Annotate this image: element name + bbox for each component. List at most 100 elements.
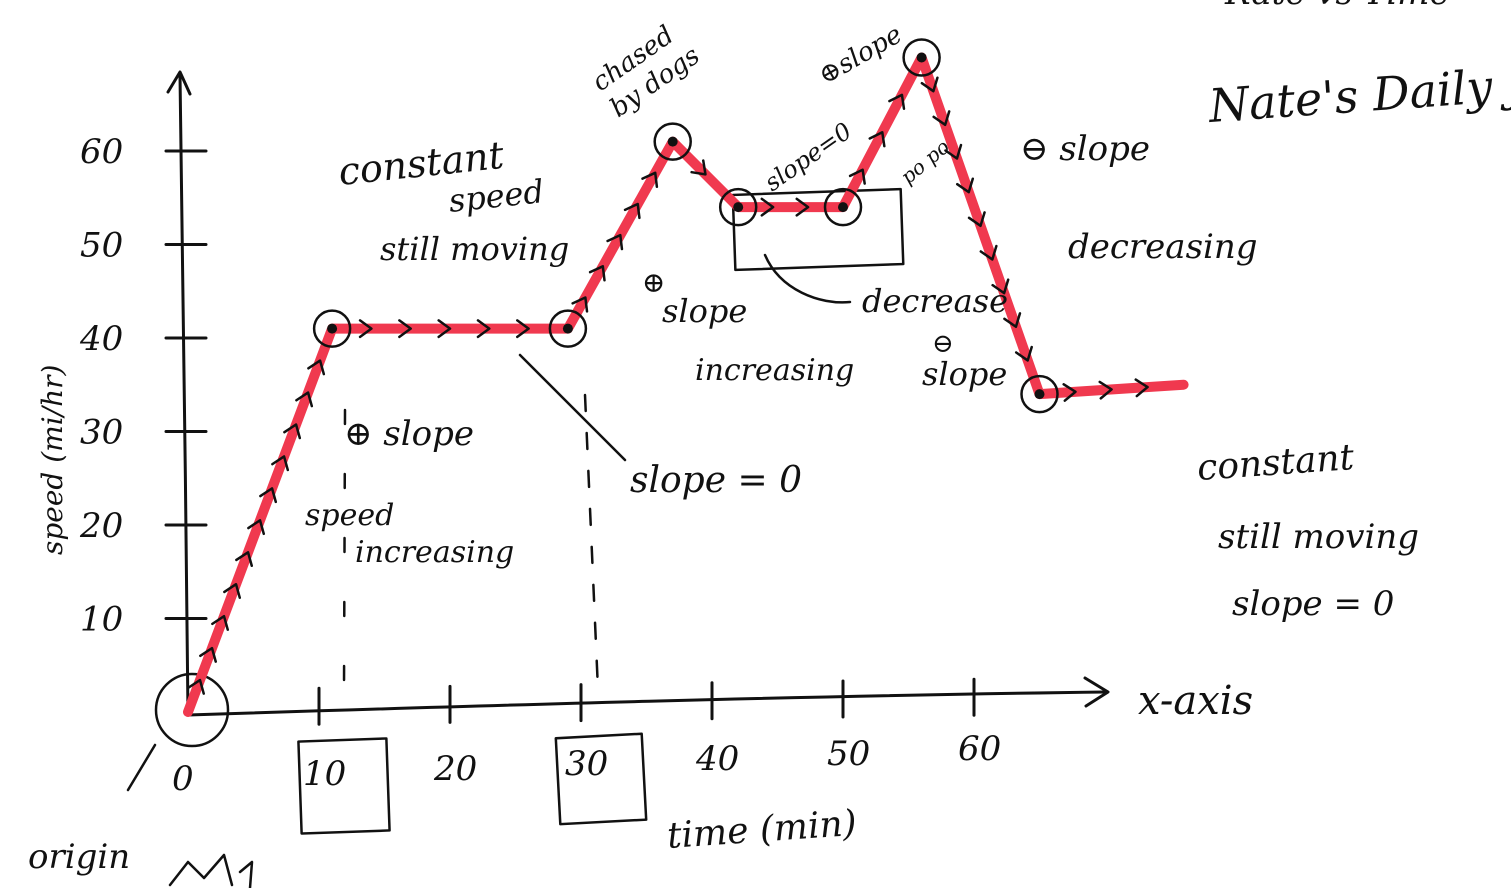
y-tick-labels: 10 20 30 40 50 60 [79,132,123,640]
chevron-mark [888,93,906,111]
x-tick-label: 50 [827,734,870,774]
chevron-mark [476,319,491,339]
data-point [667,136,678,147]
x-tick-label: 30 [565,744,608,784]
data-points [312,38,1059,414]
x-tick-labels: 0 10 20 30 40 50 60 [172,729,1001,799]
annotation: slope = 0 [1232,584,1394,624]
annotation: slope [922,355,1007,393]
annotation: still moving [380,230,569,268]
chevron-mark [307,359,326,376]
axes [166,70,1110,717]
origin-circle [154,672,230,748]
chevron-mark [1098,380,1113,400]
chevron-mark [760,197,775,217]
data-point-circle [1020,374,1059,414]
chevron-mark [398,319,412,339]
annotation: slope = 0 [630,460,802,501]
chevron-mark [967,211,986,228]
chevron-mark [571,296,589,313]
chevron-mark [283,423,302,440]
origin-label: origin [28,837,130,877]
annotation: ⊕ slope [344,414,474,454]
chevron-mark [437,319,452,339]
y-tick-label: 60 [80,132,123,172]
annotation: increasing [695,353,854,388]
data-point [838,202,848,213]
plateau-box [731,187,905,272]
x-axis-name: x-axis [1138,678,1253,724]
annotation: speed [305,498,394,533]
chevron-mark [991,278,1010,295]
x-tick-label: 40 [695,739,739,779]
x-tick-label: 20 [433,749,477,789]
data-point-circle [653,122,692,161]
chevron-mark [1062,383,1077,402]
y-axis-line [178,73,190,717]
x-tick-label: 0 [172,759,194,799]
y-tick-label: 50 [80,226,123,266]
annotation: slope=0 [759,117,856,197]
y-axis-title: speed (mi/hr) [36,365,69,555]
data-point [733,202,744,213]
chart-title-fragment: Rate vs Time [1224,0,1450,13]
chevron-mark [295,391,314,408]
tick-box-10 [297,737,391,835]
chevron-mark [920,76,939,93]
x-axis-arrowhead [1083,676,1110,708]
annotation: decreasing [1068,227,1258,267]
annotation: slope [662,292,747,330]
chevron-mark [271,455,290,472]
y-axis-arrowhead [166,70,192,96]
x-tick-label: 10 [303,754,346,794]
x-axis-title: time (min) [666,803,858,857]
chevron-mark [187,678,205,695]
x-tick-label: 60 [958,729,1001,769]
annotation: decrease [862,282,1008,320]
origin-pointer [126,743,157,792]
chevron-mark [247,519,266,536]
chevron-mark [223,582,242,599]
origin-doodle [168,853,254,888]
data-point-circle [312,309,352,348]
chevron-mark [516,319,530,339]
annotation: constant [1196,437,1356,489]
data-point-circle [902,38,941,77]
tick-marks [164,149,976,726]
chevron-mark [932,110,951,127]
chevron-mark [211,614,229,631]
annotation: ⊕slope [814,20,908,92]
data-point [1034,389,1045,400]
chevron-mark [868,131,886,148]
chevron-mark [848,168,866,185]
chevron-mark [641,171,659,188]
guide-line-10 [342,408,347,692]
annotation: ⊖ [932,329,954,359]
y-tick-label: 30 [80,413,123,453]
x-axis-line [186,690,1107,717]
chevron-mark [235,551,254,568]
chart-title: Nate's Daily Jog [1206,53,1511,133]
data-point [327,323,338,334]
data-point-circle [548,309,588,348]
direction-chevrons [187,76,1149,695]
chevron-mark [588,265,606,282]
annotation: ⊖ slope [1020,129,1150,169]
chevron-mark [979,244,998,261]
y-tick-label: 20 [79,506,123,546]
annotation: increasing [355,535,514,570]
chevron-mark [795,197,810,217]
chevron-mark [690,159,707,176]
data-point [916,52,927,63]
data-point-circle [823,187,863,227]
chevron-mark [358,319,373,339]
chevron-mark [606,233,624,251]
slope-zero-pointer [518,353,627,462]
chevron-mark [944,143,963,160]
chevron-mark [955,177,975,194]
annotation: po po [896,134,954,188]
y-tick-label: 40 [79,319,123,359]
data-point [562,323,573,334]
chevron-mark [259,487,278,504]
